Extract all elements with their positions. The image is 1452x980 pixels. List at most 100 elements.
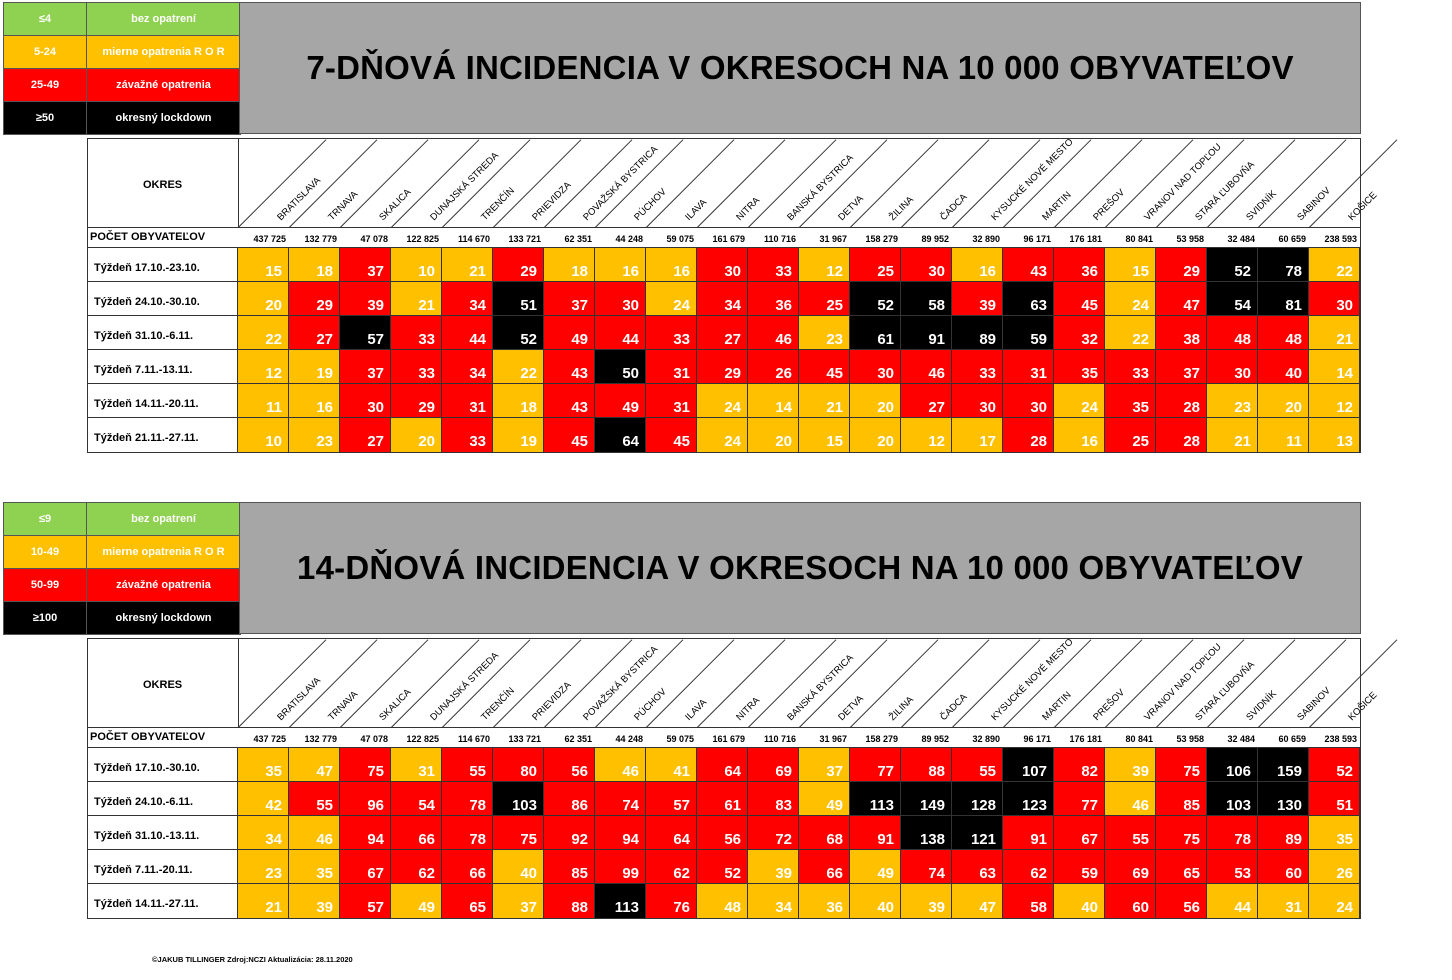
population-value: 53 958 [1176, 734, 1204, 744]
incidence-cell: 33 [391, 350, 442, 384]
incidence-cell: 40 [850, 884, 901, 918]
incidence-cell: 19 [289, 350, 340, 384]
population-value: 32 484 [1227, 734, 1255, 744]
district-name: SABINOV [1295, 185, 1333, 223]
incidence-cell: 83 [748, 782, 799, 816]
incidence-cell: 36 [1054, 248, 1105, 282]
population-value: 132 779 [304, 234, 337, 244]
incidence-cell: 18 [289, 248, 340, 282]
incidence-cell: 35 [1054, 350, 1105, 384]
legend-range: 25-49 [4, 69, 87, 101]
incidence-cell: 49 [850, 850, 901, 884]
incidence-cell: 20 [850, 384, 901, 418]
incidence-cell: 35 [1105, 384, 1156, 418]
incidence-cell: 48 [1258, 316, 1309, 350]
district-name: NITRA [734, 695, 763, 723]
incidence-cell: 33 [748, 248, 799, 282]
incidence-cell: 48 [1207, 316, 1258, 350]
legend-range: 50-99 [4, 569, 87, 601]
district-name: DETVA [836, 193, 866, 223]
incidence-cell: 30 [595, 282, 646, 316]
incidence-cell: 78 [1258, 248, 1309, 282]
incidence-cell: 149 [901, 782, 952, 816]
incidence-cell: 16 [595, 248, 646, 282]
week-label: Týždeň 31.10.-6.11. [88, 316, 238, 350]
incidence-cell: 31 [391, 748, 442, 782]
incidence-cell: 85 [1156, 782, 1207, 816]
incidence-cell: 49 [595, 384, 646, 418]
incidence-cell: 91 [1003, 816, 1054, 850]
incidence-cell: 29 [697, 350, 748, 384]
incidence-cell: 43 [544, 384, 595, 418]
population-value: 31 967 [819, 234, 847, 244]
incidence-cell: 51 [493, 282, 544, 316]
incidence-cell: 60 [1258, 850, 1309, 884]
incidence-cell: 82 [1054, 748, 1105, 782]
legend-range: ≥100 [4, 602, 87, 634]
week-label: Týždeň 17.10.-30.10. [88, 748, 238, 782]
incidence-cell: 36 [799, 884, 850, 918]
incidence-cell: 30 [1003, 384, 1054, 418]
incidence-cell: 121 [952, 816, 1003, 850]
incidence-cell: 39 [952, 282, 1003, 316]
incidence-cell: 20 [748, 418, 799, 452]
incidence-cell: 64 [697, 748, 748, 782]
incidence-cell: 34 [442, 350, 493, 384]
incidence-cell: 33 [442, 418, 493, 452]
district-name: PRIEVIDZA [530, 179, 574, 223]
incidence-cell: 37 [1156, 350, 1207, 384]
legend-row: 10-49 mierne opatrenia R O R [4, 536, 240, 569]
incidence-cell: 30 [901, 248, 952, 282]
district-name: TRNAVA [326, 688, 361, 723]
incidence-cell: 24 [646, 282, 697, 316]
population-value: 32 484 [1227, 234, 1255, 244]
population-value: 176 181 [1069, 734, 1102, 744]
legend-row: ≤4 bez opatrení [4, 3, 240, 36]
incidence-cell: 24 [1105, 282, 1156, 316]
population-value: 44 248 [615, 734, 643, 744]
district-name: KOŠICE [1346, 189, 1380, 223]
incidence-cell: 74 [595, 782, 646, 816]
incidence-cell: 159 [1258, 748, 1309, 782]
incidence-cell: 21 [1207, 418, 1258, 452]
incidence-cell: 40 [493, 850, 544, 884]
incidence-cell: 69 [1105, 850, 1156, 884]
legend-row: ≥100 okresný lockdown [4, 602, 240, 634]
incidence-cell: 16 [646, 248, 697, 282]
incidence-cell: 47 [289, 748, 340, 782]
legend-range: ≤9 [4, 503, 87, 535]
district-name: PÚCHOV [632, 186, 669, 223]
incidence-cell: 35 [238, 748, 289, 782]
incidence-cell: 107 [1003, 748, 1054, 782]
incidence-cell: 128 [952, 782, 1003, 816]
incidence-cell: 17 [952, 418, 1003, 452]
incidence-cell: 30 [1207, 350, 1258, 384]
incidence-cell: 14 [1309, 350, 1360, 384]
incidence-cell: 37 [493, 884, 544, 918]
incidence-cell: 44 [442, 316, 493, 350]
incidence-cell: 21 [391, 282, 442, 316]
population-value: 133 721 [508, 234, 541, 244]
incidence-cell: 49 [391, 884, 442, 918]
district-name: KYSUCKÉ NOVÉ MESTO [989, 636, 1076, 723]
table-row: Týždeň 31.10.-6.11. 22 27 57 33 44 52 49 44 33 27 4… [88, 315, 1360, 350]
incidence-cell: 63 [952, 850, 1003, 884]
district-name: KYSUCKÉ NOVÉ MESTO [989, 136, 1076, 223]
incidence-cell: 69 [748, 748, 799, 782]
incidence-cell: 55 [442, 748, 493, 782]
incidence-cell: 52 [1309, 748, 1360, 782]
incidence-cell: 46 [901, 350, 952, 384]
incidence-cell: 15 [238, 248, 289, 282]
footer-credit: ©JAKUB TILLINGER Zdroj:NCZI Aktualizácia… [152, 955, 353, 964]
incidence-cell: 64 [595, 418, 646, 452]
chart-title: 14-DŇOVÁ INCIDENCIA V OKRESOCH NA 10 000… [297, 549, 1303, 586]
incidence-cell: 92 [544, 816, 595, 850]
incidence-cell: 45 [1054, 282, 1105, 316]
table-row: Týždeň 14.11.-20.11. 11 16 30 29 31 18 43 49 31 24… [88, 383, 1360, 418]
district-name: TRENČÍN [479, 185, 517, 223]
incidence-cell: 91 [850, 816, 901, 850]
incidence-cell: 26 [1309, 850, 1360, 884]
incidence-cell: 56 [697, 816, 748, 850]
incidence-cell: 62 [391, 850, 442, 884]
incidence-cell: 34 [442, 282, 493, 316]
